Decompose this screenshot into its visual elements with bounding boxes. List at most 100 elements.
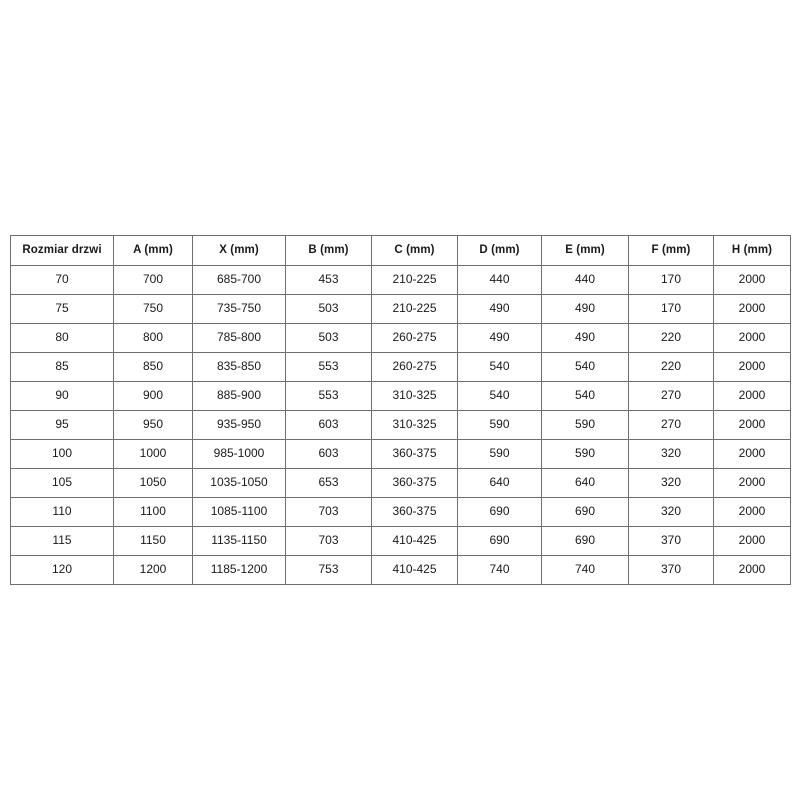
table-cell: 540 [457, 352, 542, 382]
table-cell: 1035-1050 [192, 468, 286, 498]
table-cell: 320 [628, 439, 714, 469]
table-cell: 690 [541, 526, 629, 556]
table-cell: 900 [113, 381, 193, 411]
table-cell: 170 [628, 265, 714, 295]
table-body: 70 700 685-700 453 210-225 440 440 170 2000 75 750… [10, 265, 791, 585]
table-cell: 490 [541, 323, 629, 353]
table-cell: 2000 [713, 526, 791, 556]
table-cell: 835-850 [192, 352, 286, 382]
table-cell: 703 [285, 497, 372, 527]
table-cell: 640 [541, 468, 629, 498]
table-cell: 1200 [113, 555, 193, 585]
table-row: 120 1200 1185-1200 753 410-425 740 740 370 2000 [10, 555, 791, 585]
table-cell: 115 [10, 526, 114, 556]
table-cell: 320 [628, 497, 714, 527]
table-row: 110 1100 1085-1100 703 360-375 690 690 320 2000 [10, 497, 791, 527]
table-cell: 785-800 [192, 323, 286, 353]
table-cell: 503 [285, 294, 372, 324]
table-cell: 1100 [113, 497, 193, 527]
table-cell: 540 [541, 381, 629, 411]
table-cell: 75 [10, 294, 114, 324]
table-cell: 700 [113, 265, 193, 295]
table-header-row: Rozmiar drzwi A (mm) X (mm) B (mm) C (mm) D (… [10, 235, 791, 266]
table-cell: 850 [113, 352, 193, 382]
table-cell: 310-325 [371, 381, 458, 411]
table-cell: 1150 [113, 526, 193, 556]
table-cell: 603 [285, 439, 372, 469]
table-cell: 370 [628, 555, 714, 585]
table-cell: 2000 [713, 381, 791, 411]
table-cell: 2000 [713, 555, 791, 585]
column-header-6: E (mm) [541, 235, 629, 266]
table-cell: 2000 [713, 323, 791, 353]
table-cell: 603 [285, 410, 372, 440]
column-header-5: D (mm) [457, 235, 542, 266]
table-cell: 590 [541, 410, 629, 440]
table-cell: 260-275 [371, 323, 458, 353]
table-cell: 210-225 [371, 294, 458, 324]
column-header-8: H (mm) [713, 235, 791, 266]
table-cell: 2000 [713, 439, 791, 469]
table-cell: 210-225 [371, 265, 458, 295]
table-cell: 260-275 [371, 352, 458, 382]
table-cell: 653 [285, 468, 372, 498]
table-cell: 2000 [713, 497, 791, 527]
table-cell: 110 [10, 497, 114, 527]
table-cell: 105 [10, 468, 114, 498]
table-cell: 690 [541, 497, 629, 527]
table-cell: 440 [541, 265, 629, 295]
table-row: 75 750 735-750 503 210-225 490 490 170 2000 [10, 294, 791, 324]
table-cell: 885-900 [192, 381, 286, 411]
table-cell: 360-375 [371, 468, 458, 498]
table-cell: 740 [541, 555, 629, 585]
table-cell: 95 [10, 410, 114, 440]
table-row: 80 800 785-800 503 260-275 490 490 220 2000 [10, 323, 791, 353]
table-cell: 220 [628, 352, 714, 382]
table-cell: 985-1000 [192, 439, 286, 469]
table-cell: 690 [457, 497, 542, 527]
table-row: 95 950 935-950 603 310-325 590 590 270 2000 [10, 410, 791, 440]
table-cell: 950 [113, 410, 193, 440]
table-cell: 2000 [713, 410, 791, 440]
table-cell: 170 [628, 294, 714, 324]
table-cell: 410-425 [371, 526, 458, 556]
column-header-3: B (mm) [285, 235, 372, 266]
table-row: 115 1150 1135-1150 703 410-425 690 690 370 2000 [10, 526, 791, 556]
table-cell: 503 [285, 323, 372, 353]
table-cell: 540 [541, 352, 629, 382]
table-cell: 690 [457, 526, 542, 556]
table-row: 90 900 885-900 553 310-325 540 540 270 2000 [10, 381, 791, 411]
table-cell: 100 [10, 439, 114, 469]
table-row: 70 700 685-700 453 210-225 440 440 170 2000 [10, 265, 791, 295]
table-cell: 590 [541, 439, 629, 469]
table-cell: 270 [628, 410, 714, 440]
table-cell: 553 [285, 352, 372, 382]
table-cell: 2000 [713, 352, 791, 382]
specification-table-container: Rozmiar drzwi A (mm) X (mm) B (mm) C (mm) D (… [10, 235, 791, 585]
table-cell: 640 [457, 468, 542, 498]
table-cell: 1000 [113, 439, 193, 469]
table-cell: 70 [10, 265, 114, 295]
column-header-0: Rozmiar drzwi [10, 235, 114, 266]
table-cell: 490 [541, 294, 629, 324]
table-cell: 2000 [713, 294, 791, 324]
column-header-2: X (mm) [192, 235, 286, 266]
table-cell: 753 [285, 555, 372, 585]
table-cell: 1185-1200 [192, 555, 286, 585]
table-cell: 685-700 [192, 265, 286, 295]
table-cell: 800 [113, 323, 193, 353]
table-cell: 590 [457, 439, 542, 469]
table-cell: 2000 [713, 265, 791, 295]
table-cell: 2000 [713, 468, 791, 498]
table-cell: 553 [285, 381, 372, 411]
table-cell: 735-750 [192, 294, 286, 324]
table-cell: 120 [10, 555, 114, 585]
table-row: 85 850 835-850 553 260-275 540 540 220 2000 [10, 352, 791, 382]
table-cell: 590 [457, 410, 542, 440]
table-cell: 750 [113, 294, 193, 324]
table-header: Rozmiar drzwi A (mm) X (mm) B (mm) C (mm) D (… [10, 235, 791, 266]
table-cell: 540 [457, 381, 542, 411]
table-cell: 220 [628, 323, 714, 353]
table-cell: 1050 [113, 468, 193, 498]
table-cell: 490 [457, 294, 542, 324]
